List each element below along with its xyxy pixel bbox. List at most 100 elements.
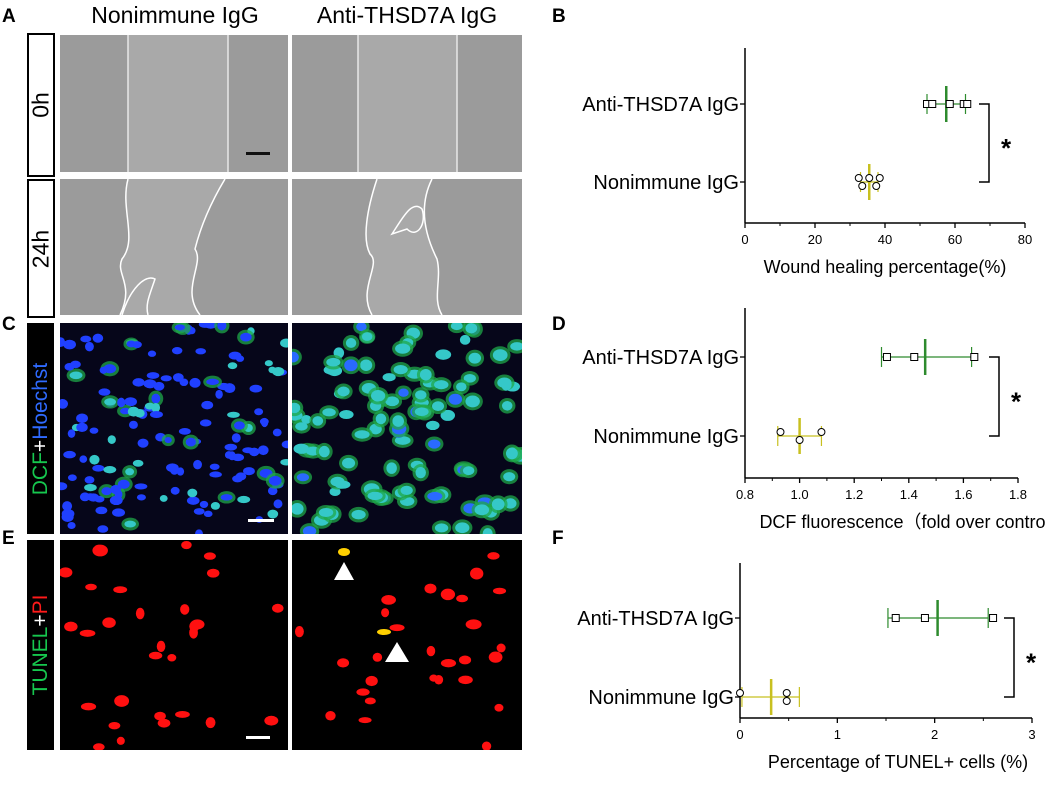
panel-label-b: B [552, 6, 566, 27]
cell-nucleus [415, 390, 427, 400]
nuclei-field-nonimmune [60, 323, 288, 534]
cell-nucleus [125, 468, 135, 476]
stain-pi: PI [28, 594, 52, 615]
cell-nucleus [501, 401, 513, 411]
arrowhead-icon [385, 642, 409, 662]
pi-nucleus [148, 651, 163, 660]
row-label-24h-text: 24h [27, 229, 54, 268]
cell-nucleus [62, 501, 73, 511]
cell-nucleus [209, 463, 220, 470]
cell-nucleus [187, 488, 198, 498]
wound-edges-0h-right [292, 35, 522, 172]
cell-nucleus [296, 473, 310, 482]
cell-nucleus [510, 342, 522, 351]
cell-nucleus [164, 437, 172, 444]
cell-nucleus [92, 333, 104, 343]
cell-nucleus [345, 338, 357, 348]
cell-nucleus [351, 509, 366, 520]
x-tick-label: 40 [878, 232, 892, 247]
category-label: Nonimmune IgG [588, 687, 734, 709]
cell-nucleus [101, 487, 112, 496]
x-tick-label: 2 [931, 727, 938, 742]
stain-label-c: DCF+Hoechst [27, 323, 54, 534]
pi-nucleus [424, 583, 437, 594]
cell-nucleus [503, 472, 516, 482]
cell-nucleus [394, 436, 411, 445]
pi-nucleus [272, 603, 284, 613]
cell-nucleus [468, 352, 482, 364]
pi-nucleus [381, 608, 390, 618]
row-label-0h: 0h [27, 33, 55, 177]
cell-nucleus [434, 523, 449, 533]
cell-nucleus [465, 323, 478, 334]
cell-nucleus [434, 380, 449, 390]
cell-nucleus [124, 520, 136, 528]
x-tick-label: 1.4 [900, 487, 918, 502]
cell-nucleus [237, 495, 251, 504]
data-point-circle [776, 428, 785, 436]
cell-nucleus [440, 409, 456, 421]
cell-nucleus [144, 402, 155, 410]
pi-nucleus [189, 626, 198, 639]
pi-nucleus [93, 743, 105, 750]
cell-nucleus [159, 494, 168, 502]
significance-star: * [1011, 387, 1022, 417]
cell-nucleus [224, 451, 234, 459]
category-label: Anti-THSD7A IgG [577, 608, 734, 630]
cell-nucleus [292, 402, 301, 414]
pi-nucleus [456, 594, 469, 603]
cell-nucleus [465, 395, 480, 408]
cell-nucleus [356, 323, 367, 332]
fluorescence-anti-dcf [292, 323, 522, 534]
cell-nucleus [117, 479, 130, 489]
cell-nucleus [382, 373, 396, 382]
x-tick-label: 80 [1018, 232, 1032, 247]
cell-nucleus [146, 372, 160, 379]
pi-nucleus [175, 711, 190, 718]
cell-nucleus [195, 529, 203, 534]
pi-nucleus [365, 675, 378, 687]
cell-nucleus [370, 390, 386, 402]
data-point-circle [795, 436, 804, 444]
cell-nucleus [339, 410, 354, 420]
wound-edges-24h-left [60, 179, 288, 315]
cell-nucleus [95, 506, 108, 515]
cell-nucleus [85, 341, 94, 352]
pi-nucleus [154, 711, 166, 721]
pi-nucleus [264, 715, 279, 726]
data-point-circle [782, 697, 791, 705]
data-point-circle [872, 182, 881, 190]
cell-nucleus [67, 474, 77, 482]
cell-nucleus [110, 484, 122, 495]
cell-nucleus [67, 521, 76, 529]
panel-label-c: C [2, 314, 16, 335]
cell-nucleus [69, 371, 83, 380]
cell-nucleus [267, 486, 278, 496]
cell-nucleus [104, 398, 116, 406]
data-point-circle [854, 174, 863, 182]
cell-nucleus [254, 408, 264, 416]
cell-nucleus [292, 351, 299, 363]
cell-nucleus [342, 457, 356, 469]
pi-nucleus [203, 552, 216, 560]
significance-bracket [1004, 617, 1015, 698]
cell-nucleus [312, 416, 324, 426]
x-tick-label: 0 [736, 727, 743, 742]
cell-nucleus [463, 374, 476, 383]
pi-nucleus [358, 717, 372, 724]
stain-plus-e: + [28, 614, 52, 627]
pi-nuclei-anti [294, 548, 507, 750]
cell-nucleus [419, 368, 432, 381]
pi-nucleus [79, 629, 96, 637]
wound-edges-24h-right [292, 179, 522, 315]
pi-nucleus [372, 652, 383, 662]
cell-nucleus [185, 437, 196, 447]
cell-nucleus [400, 485, 413, 495]
stain-label-e-text: TUNEL+PI [29, 595, 53, 696]
stain-tunel: TUNEL [28, 626, 52, 696]
pi-nucleus [102, 617, 116, 628]
cell-nucleus [215, 389, 223, 399]
cell-nucleus [89, 454, 100, 465]
category-label: Anti-THSD7A IgG [582, 347, 739, 369]
